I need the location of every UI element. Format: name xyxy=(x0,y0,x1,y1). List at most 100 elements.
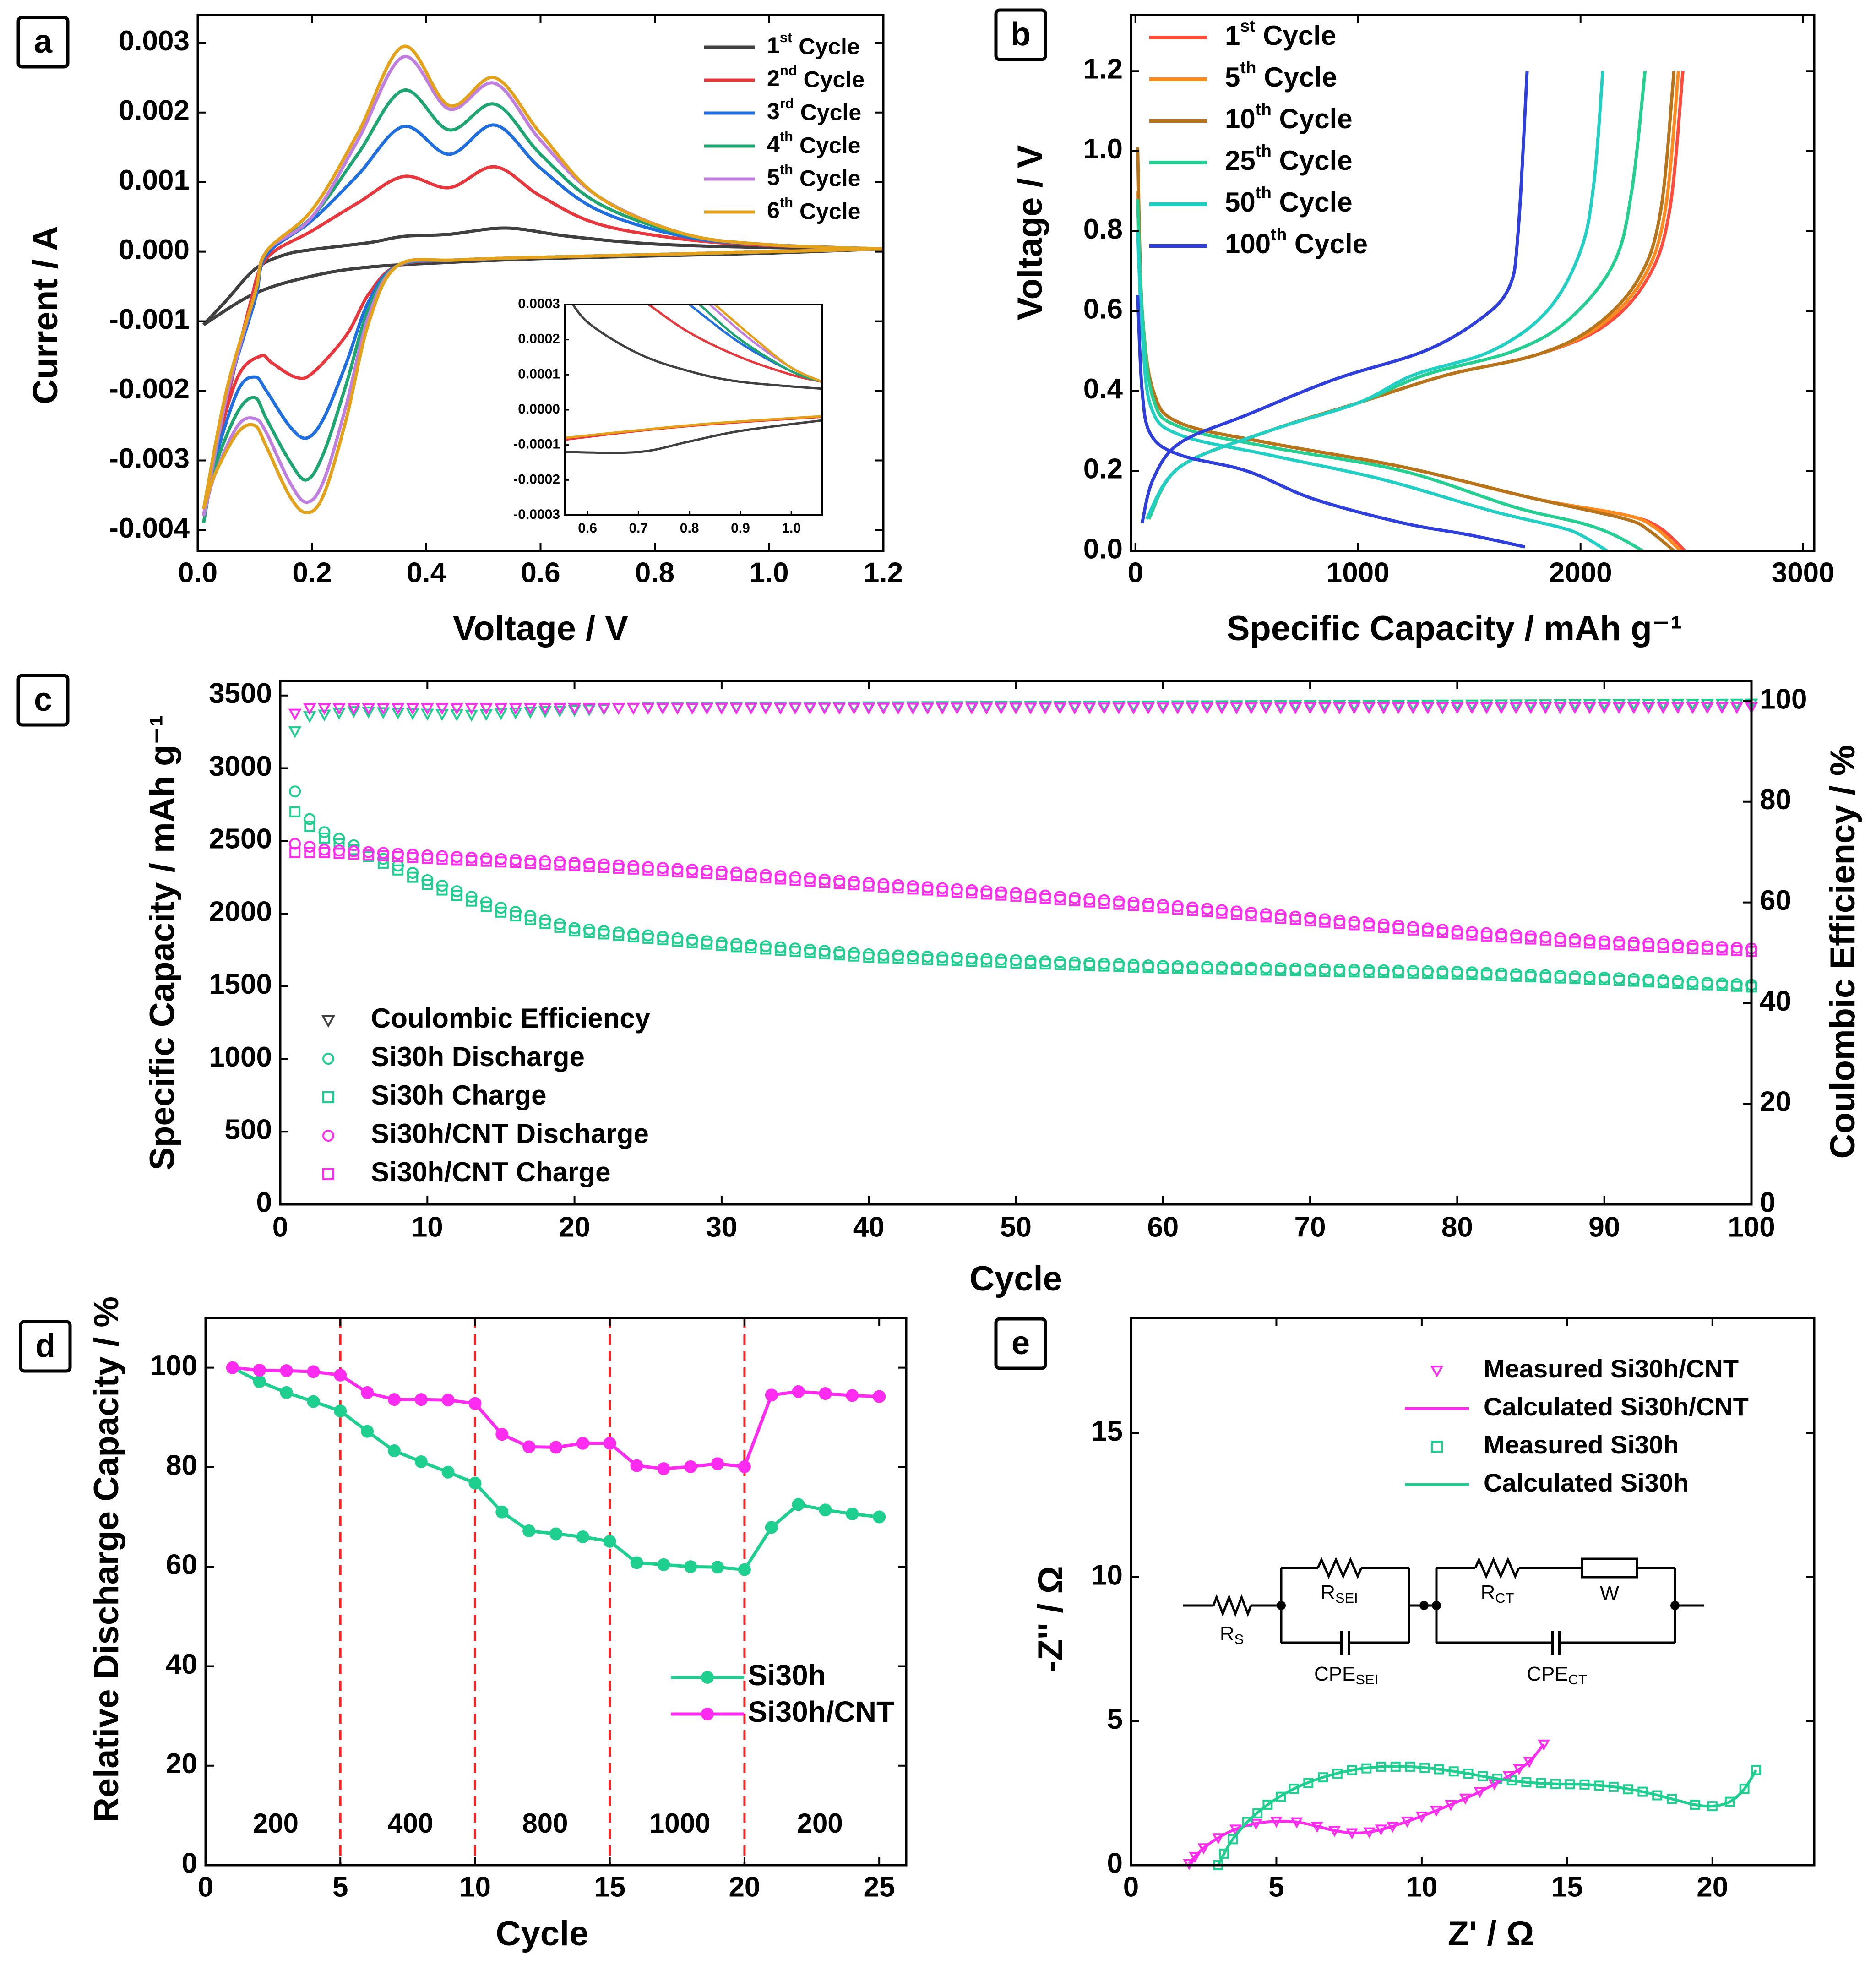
y-tick-label: 0.8 xyxy=(1083,213,1123,245)
si30h-ce-point xyxy=(1553,699,1567,711)
measured-si30h-point xyxy=(1262,1799,1273,1810)
series-point xyxy=(630,1459,643,1472)
cnt-charge-point xyxy=(1731,945,1742,956)
inset-y-tick-label: 0.0001 xyxy=(518,366,560,381)
y2-tick-label: 100 xyxy=(1760,683,1807,715)
cnt-ce-point xyxy=(450,703,463,715)
cnt-charge-point xyxy=(480,855,492,867)
x-tick-label: 100 xyxy=(1728,1211,1775,1243)
cnt-ce-point xyxy=(1156,702,1170,715)
cnt-ce-point xyxy=(1495,702,1508,714)
cnt-charge-point xyxy=(1672,942,1684,953)
si30h-ce-point xyxy=(1539,699,1552,712)
si30h-ce-point xyxy=(1612,699,1626,711)
cnt-charge-point xyxy=(760,872,772,883)
cnt-charge-point xyxy=(1245,910,1257,921)
text-part: 1 xyxy=(767,33,780,58)
legend-label: 5th Cycle xyxy=(767,161,860,191)
si30h-charge-point xyxy=(819,948,830,959)
si30h-charge-point xyxy=(1555,972,1566,984)
series-point xyxy=(549,1527,562,1541)
x-tick-label: 20 xyxy=(1697,1871,1728,1903)
si30h-ce-point xyxy=(1200,700,1214,713)
si30h-ce-point xyxy=(1348,700,1361,712)
cnt-charge-point xyxy=(451,854,462,866)
text-part: Cycle xyxy=(1255,20,1336,51)
cnt-charge-point xyxy=(1392,923,1404,935)
cnt-charge-point xyxy=(863,880,875,892)
cnt-ce-point xyxy=(479,703,493,715)
text-part: Cycle xyxy=(1272,187,1353,218)
cnt-charge-point xyxy=(686,867,698,878)
legend-marker xyxy=(1431,1441,1443,1453)
x-tick-label: 0.8 xyxy=(635,557,674,588)
cnt-ce-point xyxy=(435,703,449,715)
x-tick-label: 80 xyxy=(1441,1211,1473,1243)
si30h-charge-point xyxy=(731,941,742,953)
cnt-charge-point xyxy=(1260,911,1272,923)
legend-marker xyxy=(701,1671,714,1684)
legend-label: 3rd Cycle xyxy=(767,95,861,125)
y-tick-label: 10 xyxy=(1091,1559,1123,1591)
si30h-charge-point xyxy=(1466,969,1478,980)
x-tick-label: 0.0 xyxy=(178,557,218,588)
measured-cnt-point xyxy=(1538,1739,1550,1751)
y-tick-label: 40 xyxy=(166,1649,197,1680)
legend-marker xyxy=(1430,1366,1444,1378)
cnt-ce-point xyxy=(862,702,875,715)
cnt-charge-point xyxy=(1378,922,1389,933)
rate-label: 1000 xyxy=(649,1808,710,1839)
cnt-ce-point xyxy=(1185,702,1199,715)
cnt-ce-point xyxy=(391,703,405,715)
cnt-ce-point xyxy=(994,702,1008,715)
cnt-charge-point xyxy=(1481,930,1492,942)
cnt-ce-point xyxy=(1039,702,1052,715)
si30h-ce-point xyxy=(465,709,479,722)
cnt-charge-point xyxy=(981,888,992,900)
cnt-ce-point xyxy=(715,702,729,715)
cnt-charge-point xyxy=(1157,902,1169,914)
y-tick-label: 0.4 xyxy=(1083,373,1123,405)
si30h-ce-point xyxy=(1598,699,1611,711)
cnt-ce-point xyxy=(303,703,316,715)
cnt-charge-point xyxy=(775,873,786,885)
series-point xyxy=(361,1386,374,1399)
cnt-charge-point xyxy=(1084,896,1095,908)
si30h-charge-point xyxy=(642,932,654,944)
x-tick-label: 20 xyxy=(729,1871,760,1903)
series-point xyxy=(819,1503,832,1517)
cnt-ce-point xyxy=(1332,702,1346,714)
cnt-ce-point xyxy=(420,703,434,715)
text-part: th xyxy=(1256,183,1272,202)
text-part: 25 xyxy=(1225,145,1256,176)
cnt-ce-point xyxy=(1627,702,1641,714)
legend-label: 10th Cycle xyxy=(1225,99,1353,134)
si30h-ce-point xyxy=(1185,700,1199,713)
si30h-ce-point xyxy=(1362,700,1376,712)
inset-x-tick-label: 0.8 xyxy=(680,521,699,536)
si30h-ce-point xyxy=(538,706,552,719)
legend-label: Si30h xyxy=(748,1659,826,1692)
si30h-ce-point xyxy=(1215,700,1229,713)
si30h-charge-point xyxy=(1510,970,1522,982)
rate-label: 800 xyxy=(522,1808,568,1839)
series-point xyxy=(307,1365,320,1378)
cnt-ce-point xyxy=(1230,702,1243,715)
cnt-charge-point xyxy=(319,847,330,858)
cnt-charge-point xyxy=(304,847,315,858)
cnt-ce-point xyxy=(1553,702,1567,714)
series-point xyxy=(630,1556,643,1569)
cnt-charge-point xyxy=(569,860,580,871)
series-point xyxy=(387,1393,401,1406)
si30h-discharge-point xyxy=(289,785,301,798)
si30h-charge-point xyxy=(1098,960,1110,972)
series-point xyxy=(576,1530,589,1543)
text-part: Cycle xyxy=(1272,103,1353,134)
si30h-charge-point xyxy=(1628,975,1639,987)
x-tick-label: 30 xyxy=(706,1211,737,1243)
x-tick-label: 20 xyxy=(559,1211,590,1243)
si30h-ce-point xyxy=(1303,700,1317,712)
cnt-charge-point xyxy=(1349,919,1360,931)
si30h-charge-point xyxy=(1481,969,1492,981)
gcd-charge-100th-cycle xyxy=(1140,71,1529,523)
